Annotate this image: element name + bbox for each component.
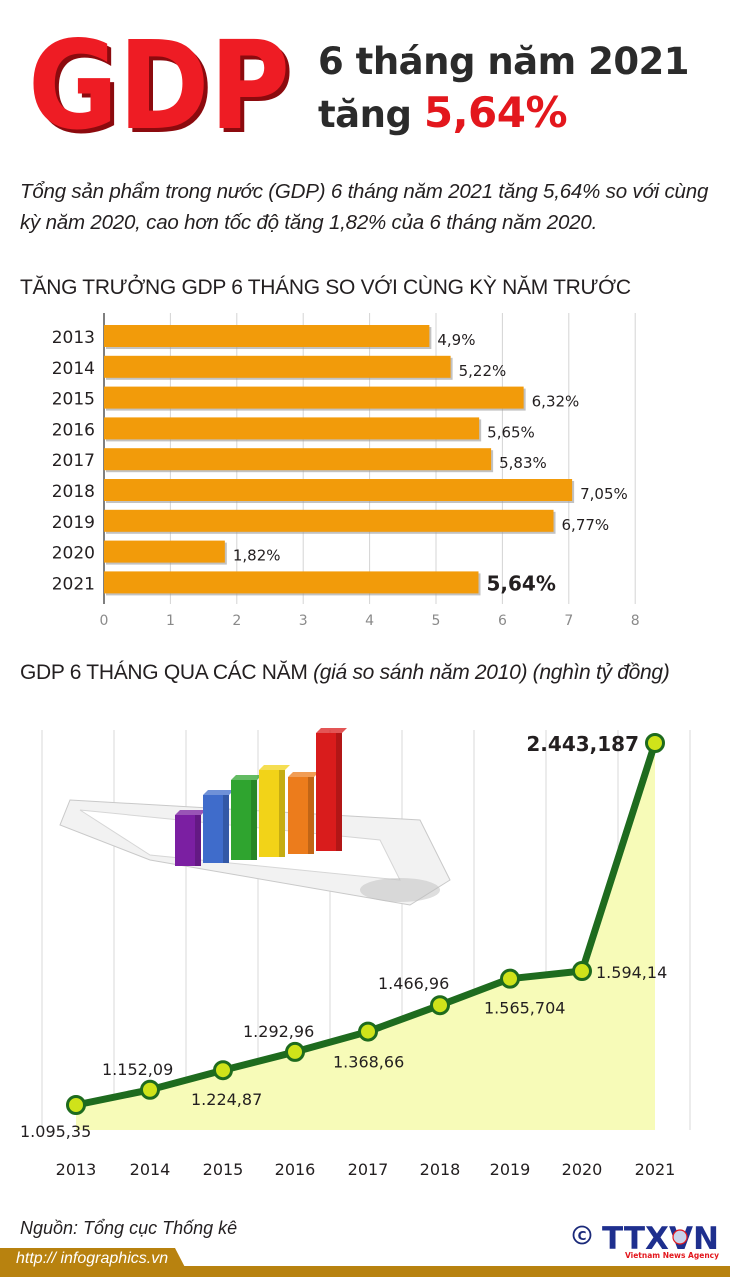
bar-year-label: 2017 xyxy=(52,451,95,471)
x-tick-label: 7 xyxy=(564,613,573,629)
bar-year-label: 2016 xyxy=(52,420,95,440)
agency-name: Vietnam News Agency xyxy=(625,1251,719,1260)
infographics-link[interactable]: http:// infographics.vn xyxy=(16,1250,169,1267)
x-year-label: 2014 xyxy=(130,1160,171,1179)
x-tick-label: 4 xyxy=(365,613,374,629)
x-year-label: 2019 xyxy=(490,1160,531,1179)
bar xyxy=(104,386,524,409)
gdp-logo: GDP GDP xyxy=(28,22,294,140)
data-point-label: 1.095,35 xyxy=(20,1122,91,1141)
bar-chart: 0 1 2 3 4 5 6 7 8 2013 4,9% 2014 5,22% 2015 6,32% 2016 5… xyxy=(52,313,640,629)
data-point-marker xyxy=(140,1079,160,1100)
x-tick-label: 8 xyxy=(631,613,640,629)
x-year-label: 2017 xyxy=(348,1160,389,1179)
data-point-label: 1.152,09 xyxy=(102,1060,173,1079)
data-point-marker xyxy=(213,1060,233,1081)
line-chart-title-unit: (giá so sánh năm 2010) (nghìn tỷ đồng) xyxy=(313,661,670,684)
data-point-marker xyxy=(66,1095,86,1115)
bar xyxy=(104,571,479,594)
x-year-label: 2018 xyxy=(420,1160,461,1179)
bar-year-label: 2015 xyxy=(52,390,95,410)
x-tick-label: 3 xyxy=(299,613,308,629)
bar-value-label: 7,05% xyxy=(580,485,628,503)
line-chart-title: GDP 6 THÁNG QUA CÁC NĂM (giá so sánh năm… xyxy=(20,661,670,685)
x-year-label: 2013 xyxy=(56,1160,97,1179)
headline-growth-value: 5,64% xyxy=(423,88,568,137)
gdp-logo-text: GDP xyxy=(28,22,290,140)
bar-year-label: 2013 xyxy=(52,328,95,348)
bar-year-label: 2021 xyxy=(52,574,95,594)
data-point-label: 1.224,87 xyxy=(191,1090,262,1109)
bar xyxy=(104,417,480,440)
agency-logo-text: TTXVN xyxy=(602,1221,719,1257)
line-chart: 1.095,35 2013 1.152,09 2014 1.224,87 2015 1.29… xyxy=(20,728,691,1179)
data-point-marker xyxy=(358,1021,378,1042)
x-year-label: 2015 xyxy=(203,1160,244,1179)
bar-chart-title: TĂNG TRƯỞNG GDP 6 THÁNG SO VỚI CÙNG KỲ N… xyxy=(20,276,631,299)
bar-value-label: 4,9% xyxy=(437,331,475,349)
x-tick-label: 5 xyxy=(432,613,441,629)
bar-chart-illustration xyxy=(59,728,451,906)
footer-url-tab xyxy=(0,1248,190,1277)
x-tick-label: 1 xyxy=(166,613,175,629)
bar-value-label: 6,77% xyxy=(562,516,610,534)
bar-value-label: 5,22% xyxy=(459,362,507,380)
bar-year-label: 2020 xyxy=(52,544,95,564)
x-year-label: 2021 xyxy=(635,1160,676,1179)
data-point-label: 2.443,187 xyxy=(526,732,639,756)
bar xyxy=(104,540,225,563)
x-year-label: 2016 xyxy=(275,1160,316,1179)
data-point-marker xyxy=(500,968,520,989)
bar-value-label: 5,65% xyxy=(487,423,535,441)
footer-bar xyxy=(0,1266,730,1277)
gdp-logo-shadow: GDP xyxy=(32,22,294,140)
bar xyxy=(104,355,451,378)
ttxvn-logo: C TTXVN Vietnam News Agency xyxy=(572,1221,719,1260)
headline-prefix: tăng xyxy=(318,93,412,136)
bar xyxy=(104,325,430,347)
bar-value-label: 5,64% xyxy=(486,571,555,595)
source-note: Nguồn: Tổng cục Thống kê xyxy=(20,1218,238,1238)
globe-icon xyxy=(672,1229,688,1245)
intro-paragraph: Tổng sản phẩm trong nước (GDP) 6 tháng n… xyxy=(20,180,709,234)
headline-line1: 6 tháng năm 2021 xyxy=(318,40,690,83)
area-fill xyxy=(76,743,655,1130)
x-tick-label: 2 xyxy=(232,613,241,629)
data-point-label: 1.368,66 xyxy=(333,1053,404,1072)
bar-year-label: 2019 xyxy=(52,513,95,533)
bar-year-label: 2018 xyxy=(52,482,95,502)
headline-line2: tăng 5,64% xyxy=(318,86,689,142)
line-chart-title-main: GDP 6 THÁNG QUA CÁC NĂM xyxy=(20,661,308,684)
bar-value-label: 5,83% xyxy=(499,454,547,472)
x-tick-label: 6 xyxy=(498,613,507,629)
data-point-marker xyxy=(645,733,665,753)
data-point-marker xyxy=(285,1041,305,1062)
data-point-marker xyxy=(572,961,592,982)
bar-value-label: 1,82% xyxy=(233,547,281,565)
x-tick-label: 0 xyxy=(100,613,109,629)
bar xyxy=(104,479,573,501)
data-point-label: 1.594,14 xyxy=(596,963,667,982)
svg-text:C: C xyxy=(578,1229,587,1243)
headline: 6 tháng năm 2021 tăng 5,64% xyxy=(318,38,690,142)
data-point-marker xyxy=(430,995,450,1016)
bar xyxy=(104,448,492,471)
bar-value-label: 6,32% xyxy=(532,393,580,411)
x-year-label: 2020 xyxy=(562,1160,603,1179)
data-point-label: 1.565,704 xyxy=(484,999,565,1018)
copyright-icon xyxy=(572,1225,592,1245)
data-point-label: 1.292,96 xyxy=(243,1022,314,1041)
bar xyxy=(104,509,554,532)
data-point-label: 1.466,96 xyxy=(378,974,449,993)
bar-year-label: 2014 xyxy=(52,359,95,379)
